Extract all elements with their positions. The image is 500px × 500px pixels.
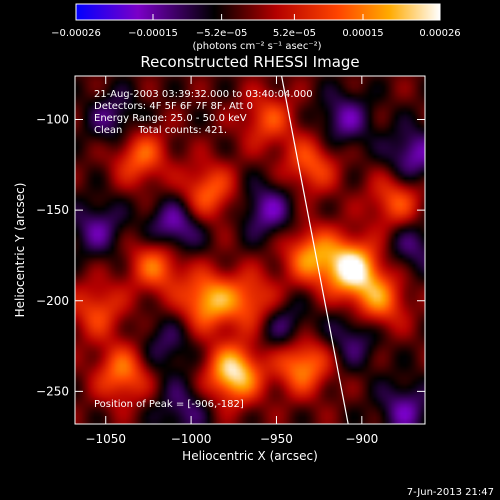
y-tick-label: −150	[36, 203, 69, 217]
colorbar-tick-label: −0.00026	[51, 28, 101, 39]
solar-limb-line	[280, 76, 349, 424]
peak-position-label: Position of Peak = [-906,-182]	[94, 399, 244, 410]
x-tick-label: −1000	[171, 432, 212, 446]
annotation-counts: Clean Total counts: 421.	[94, 125, 227, 136]
colorbar-units-label: (photons cm⁻² s⁻¹ asec⁻²)	[192, 41, 321, 52]
chart-title: Reconstructed RHESSI Image	[140, 53, 359, 71]
heatmap-image	[75, 76, 425, 424]
x-tick-label: −950	[260, 432, 293, 446]
colorbar-tick-label: 5.2e−05	[273, 28, 316, 39]
colorbar-ticks: −0.00026 −0.00015 −5.2e−05 5.2e−05 0.00015 0.…	[51, 14, 461, 39]
colorbar-tick-label: 0.00026	[419, 28, 460, 39]
annotation-detectors: Detectors: 4F 5F 6F 7F 8F, Att 0	[94, 101, 253, 112]
y-axis-label: Heliocentric Y (arcsec)	[13, 183, 27, 318]
plot-frame	[74, 75, 426, 425]
plot-area: −1050 −1000 −950 −900 −100 −150 −200 −250 21-Au…	[36, 75, 426, 446]
colorbar-tick-label: −0.00015	[128, 28, 178, 39]
annotation-energy-range: Energy Range: 25.0 - 50.0 keV	[94, 113, 247, 124]
annotation-block: 21-Aug-2003 03:39:32.000 to 03:40:04.000…	[94, 89, 313, 136]
x-axis-label: Heliocentric X (arcsec)	[182, 449, 318, 463]
footer-timestamp: 7-Jun-2013 21:47	[407, 487, 494, 498]
y-tick-label: −100	[36, 113, 69, 127]
y-tick-label: −200	[36, 294, 69, 308]
colorbar-gradient	[75, 3, 441, 21]
colorbar-tick-label: 0.00015	[342, 28, 383, 39]
colorbar: −0.00026 −0.00015 −5.2e−05 5.2e−05 0.00015 0.…	[51, 3, 461, 52]
annotation-time-range: 21-Aug-2003 03:39:32.000 to 03:40:04.000	[94, 89, 313, 100]
y-tick-label: −250	[36, 384, 69, 398]
axis-ticks: −1050 −1000 −950 −900 −100 −150 −200 −250	[36, 76, 425, 446]
x-tick-label: −1050	[85, 432, 126, 446]
colorbar-tick-label: −5.2e−05	[196, 28, 248, 39]
x-tick-label: −900	[345, 432, 378, 446]
